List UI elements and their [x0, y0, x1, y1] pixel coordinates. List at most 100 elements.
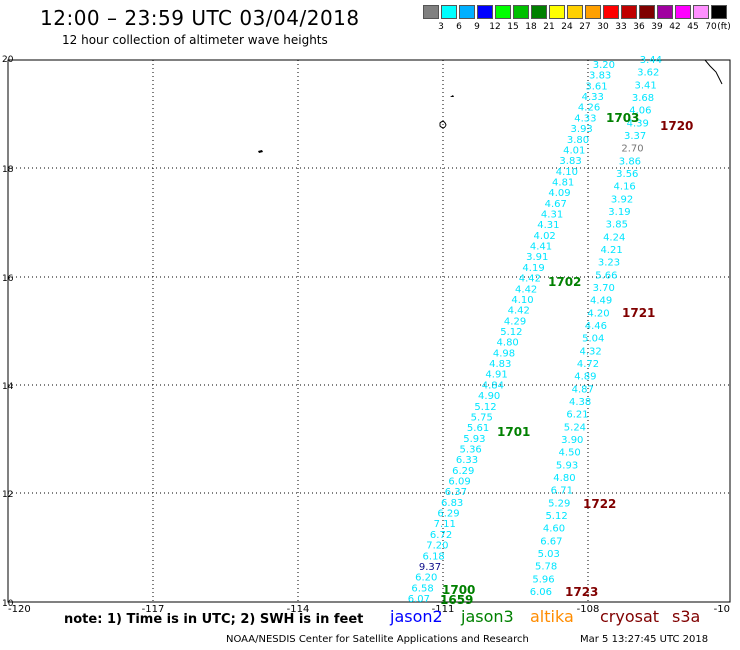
lat-tick-label: 12 [2, 490, 13, 500]
scale-swatch [711, 5, 727, 19]
wave-height-value: 4.91 [485, 370, 507, 381]
scale-label: 12 [489, 22, 501, 32]
wave-height-value: 6.18 [423, 551, 445, 562]
wave-height-value: 3.20 [593, 60, 615, 71]
wave-height-value: 3.41 [634, 80, 656, 91]
wave-height-value: 4.01 [563, 145, 585, 156]
scale-swatch [513, 5, 529, 19]
wave-height-value: 5.04 [582, 334, 604, 345]
lon-tick-label: -10 [714, 604, 730, 615]
wave-height-value: 6.37 [445, 487, 467, 498]
pass-time-label: 1723 [565, 585, 598, 599]
wave-height-value: 5.75 [471, 412, 493, 423]
lon-tick-label: -117 [142, 604, 165, 615]
wave-height-value: 4.80 [553, 473, 575, 484]
scale-swatch [657, 5, 673, 19]
wave-height-value: 7.11 [434, 519, 456, 530]
wave-height-value: 5.29 [548, 498, 570, 509]
scale-label: 36 [633, 22, 645, 32]
wave-height-value: 3.85 [606, 220, 628, 231]
coastline [258, 59, 723, 153]
wave-height-value: 4.41 [530, 242, 552, 253]
wave-height-value: 5.12 [500, 327, 522, 338]
scale-swatch [693, 5, 709, 19]
wave-height-value: 6.29 [452, 466, 474, 477]
wave-height-value: 3.37 [624, 131, 646, 142]
lat-lon-grid [8, 60, 730, 602]
scale-label: 33 [615, 22, 627, 32]
scale-swatch [531, 5, 547, 19]
lat-tick-label: 10 [2, 599, 14, 609]
wave-height-value: 4.10 [511, 295, 533, 306]
scale-swatch [639, 5, 655, 19]
wave-height-value: 3.83 [559, 156, 581, 167]
scale-swatch [621, 5, 637, 19]
wave-height-value: 4.26 [578, 103, 600, 114]
pass-time-label: 1659 [440, 593, 473, 607]
map-frame [7, 59, 731, 603]
lon-tick-label: -108 [577, 604, 600, 615]
wave-height-value: 6.58 [411, 583, 433, 594]
wave-height-value: 6.09 [448, 477, 470, 488]
wave-height-value: 3.19 [608, 207, 630, 218]
satellite-track-west: 3.203.833.614.334.264.333.933.804.013.83… [408, 60, 615, 605]
wave-height-value: 3.93 [571, 124, 593, 135]
wave-height-value: 5.03 [538, 549, 560, 560]
wave-height-value: 5.66 [595, 270, 617, 281]
wave-height-value: 3.92 [611, 194, 633, 205]
wave-height-value: 3.61 [585, 81, 607, 92]
scale-swatch [675, 5, 691, 19]
scale-label: 3 [438, 22, 444, 32]
wave-height-value: 3.56 [616, 169, 638, 180]
wave-height-value: 5.61 [467, 423, 489, 434]
scale-label: 42 [669, 22, 681, 32]
wave-height-value: 3.80 [567, 135, 589, 146]
wave-height-value: 3.44 [640, 55, 662, 66]
wave-height-value: 6.20 [415, 573, 437, 584]
pass-time-label: 1722 [583, 497, 616, 511]
wave-height-value: 4.42 [508, 306, 530, 317]
scale-swatch [549, 5, 565, 19]
scale-label: 18 [525, 22, 537, 32]
map-subtitle: 12 hour collection of altimeter wave hei… [62, 33, 328, 47]
footnote: note: 1) Time is in UTC; 2) SWH is in fe… [64, 612, 364, 627]
wave-height-value: 4.46 [585, 321, 607, 332]
wave-height-value: 4.42 [519, 274, 541, 285]
scale-label: 15 [507, 22, 519, 32]
wave-height-value: 3.90 [561, 435, 583, 446]
wave-height-value: 4.31 [541, 210, 563, 221]
generated-timestamp: Mar 5 13:27:45 UTC 2018 [580, 634, 709, 645]
wave-height-value: 4.38 [569, 397, 591, 408]
scale-label: 27 [579, 22, 591, 32]
wave-height-value: 6.21 [566, 410, 588, 421]
scale-label: 30 [597, 22, 609, 32]
scale-label: 39 [651, 22, 663, 32]
island-socorro [439, 120, 447, 129]
wave-height-value: 9.37 [419, 562, 441, 573]
pass-time-label: 1720 [660, 119, 693, 133]
wave-height-value: 5.93 [556, 460, 578, 471]
lat-tick-label: 14 [2, 382, 14, 392]
wave-height-value: 7.20 [426, 541, 448, 552]
island-clarion [258, 150, 263, 153]
wave-height-value: 6.33 [456, 455, 478, 466]
wave-height-value: 4.98 [493, 348, 515, 359]
wave-height-value: 4.60 [543, 524, 565, 535]
wave-height-value: 6.07 [408, 594, 430, 605]
wave-height-value: 3.91 [526, 252, 548, 263]
wave-height-value: 6.06 [530, 587, 552, 598]
wave-height-value: 4.33 [582, 92, 604, 103]
legend-altika: altika [530, 607, 574, 626]
wave-height-value: 4.19 [522, 263, 544, 274]
wave-height-value: 4.31 [537, 220, 559, 231]
wave-height-value: 4.50 [559, 448, 581, 459]
scale-label: 24 [561, 22, 573, 32]
wave-height-value: 5.12 [474, 402, 496, 413]
scale-swatch [441, 5, 457, 19]
wave-height-value: 6.83 [441, 498, 463, 509]
wave-height-value: 4.20 [587, 308, 609, 319]
legend-jason3: jason3 [461, 607, 514, 626]
wave-height-value: 3.68 [632, 93, 654, 104]
wave-height-value: 3.70 [593, 283, 615, 294]
